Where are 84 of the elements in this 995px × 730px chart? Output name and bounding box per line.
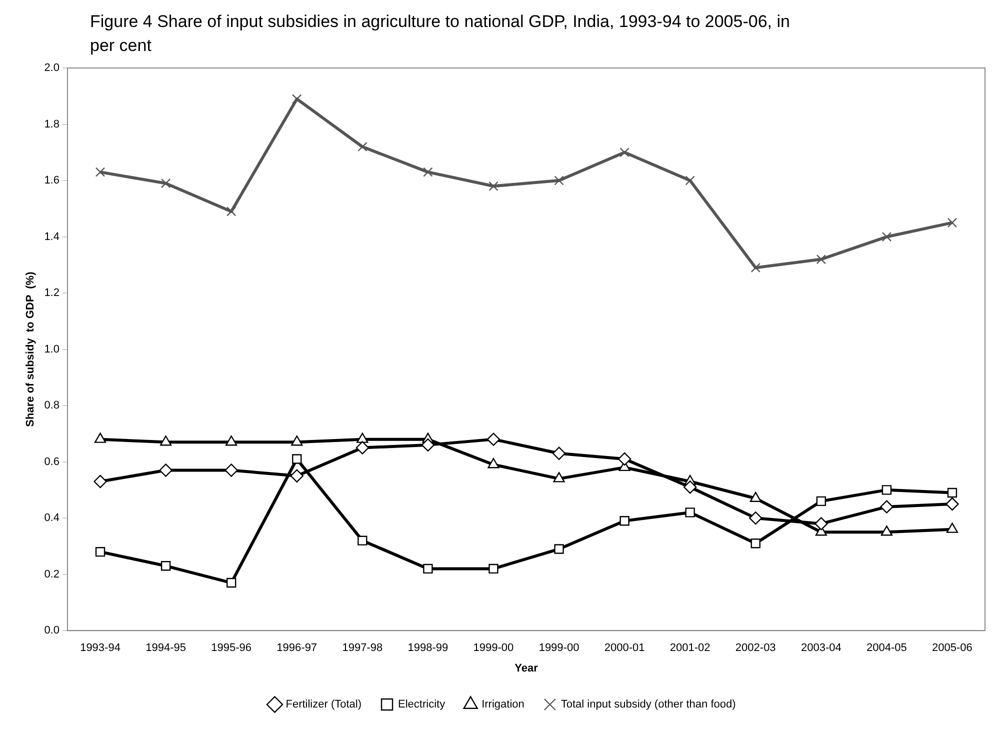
- y-tick-label: 1.0: [44, 343, 60, 356]
- y-tick-label: 0.8: [44, 400, 60, 412]
- point: [750, 492, 762, 502]
- x-tick-label: 2002-03: [735, 642, 776, 654]
- point: [946, 522, 958, 533]
- x-tick-label: 1999-00: [473, 642, 514, 654]
- point: [423, 167, 433, 177]
- point: [421, 438, 435, 452]
- point: [488, 181, 498, 191]
- point: [750, 538, 760, 548]
- point: [750, 262, 760, 273]
- y-tick-label: 0.4: [44, 512, 60, 524]
- point: [160, 178, 171, 188]
- point: [814, 517, 828, 530]
- legend-label: Irrigation: [482, 698, 524, 711]
- legend-label: Fertilizer (Total): [286, 698, 362, 711]
- x-tick-label: 2005-06: [932, 642, 972, 654]
- y-tick-label: 0.2: [44, 568, 60, 580]
- point: [947, 488, 958, 498]
- point: [488, 458, 500, 468]
- legend-label: Electricity: [398, 698, 446, 711]
- point: [685, 176, 695, 186]
- point: [226, 206, 236, 216]
- point: [290, 469, 304, 482]
- x-tick-label: 1993-94: [80, 642, 120, 654]
- point: [620, 148, 630, 158]
- point: [95, 546, 106, 557]
- y-tick-label: 2.0: [44, 62, 60, 74]
- point: [553, 472, 565, 482]
- point: [95, 167, 106, 177]
- x-tick-label: 2004-05: [866, 642, 907, 654]
- point: [160, 561, 171, 571]
- point: [356, 432, 368, 443]
- point: [358, 536, 368, 546]
- x-tick-label: 1998-99: [408, 642, 448, 654]
- point: [947, 218, 958, 228]
- point: [358, 142, 368, 152]
- point: [423, 564, 433, 574]
- point: [226, 578, 236, 588]
- point: [291, 436, 303, 446]
- point: [816, 496, 826, 506]
- point: [880, 500, 894, 514]
- x-tick-label: 2003-04: [800, 642, 842, 654]
- point: [224, 464, 238, 477]
- point: [94, 474, 107, 488]
- point: [554, 544, 564, 554]
- y-tick-label: 0.0: [44, 624, 60, 637]
- point: [94, 432, 106, 443]
- y-tick-label: 1.4: [44, 230, 60, 243]
- y-tick-label: 0.6: [44, 456, 60, 468]
- point: [292, 454, 302, 464]
- y-tick-label: 1.2: [44, 287, 60, 300]
- point: [685, 508, 695, 518]
- point: [816, 254, 826, 264]
- point: [620, 516, 630, 526]
- point: [882, 232, 892, 242]
- x-tick-label: 2001-02: [670, 642, 710, 654]
- x-tick-label: 1997-98: [342, 642, 383, 654]
- x-tick-label: 1999-00: [538, 642, 580, 654]
- point: [292, 94, 302, 104]
- point: [552, 446, 566, 460]
- point: [159, 464, 172, 477]
- point: [946, 497, 959, 511]
- point: [554, 176, 564, 186]
- x-axis-title: Year: [514, 662, 539, 674]
- y-tick-label: 1.6: [44, 174, 60, 187]
- x-tick-label: 2000-01: [604, 642, 645, 654]
- point: [226, 436, 238, 446]
- point: [160, 436, 172, 446]
- x-tick-label: 1994-95: [146, 642, 186, 654]
- x-tick-label: 1996-97: [276, 642, 318, 654]
- point: [618, 452, 632, 466]
- point: [880, 526, 892, 536]
- y-tick-label: 1.8: [44, 118, 60, 130]
- point: [882, 485, 892, 495]
- point: [486, 432, 500, 446]
- point: [488, 564, 498, 574]
- point: [356, 441, 370, 454]
- legend-label: Total input subsidy (other than food): [560, 698, 736, 711]
- x-tick-label: 1995-96: [211, 642, 252, 654]
- y-axis-title: Share of subsidy to GDP (%): [24, 271, 37, 427]
- point: [683, 480, 697, 494]
- chart-title: Figure 4 Share of input subsidies in agriculture to national GDP, India, 1993-94 to 2005-06, in per cent: [90, 11, 791, 57]
- point: [749, 511, 762, 525]
